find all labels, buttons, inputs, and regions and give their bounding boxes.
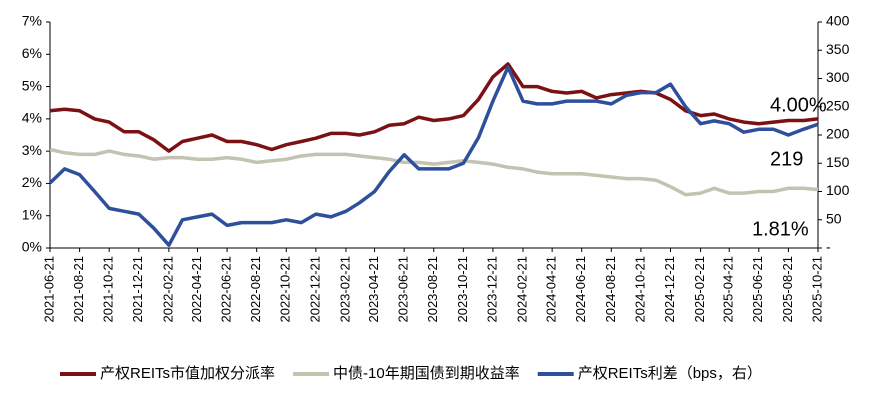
y-tick-label: 6% <box>22 45 42 61</box>
x-tick-label: 2023-12-21 <box>484 256 499 323</box>
annotation: 1.81% <box>752 218 809 240</box>
x-tick-label: 2025-02-21 <box>692 256 707 323</box>
legend-entry: 产权REITs市值加权分派率 <box>60 365 275 382</box>
x-tick-label: 2024-04-21 <box>544 256 559 323</box>
x-tick-label: 2021-08-21 <box>71 256 86 323</box>
y2-tick-label: 100 <box>826 182 850 198</box>
x-tick-label: 2025-08-21 <box>780 256 795 323</box>
x-tick-label: 2022-02-21 <box>160 256 175 323</box>
x-tick-label: 2023-04-21 <box>366 256 381 323</box>
x-tick-label: 2025-04-21 <box>721 256 736 323</box>
y2-tick-label: 300 <box>826 69 850 85</box>
x-tick-label: 2024-08-21 <box>603 256 618 323</box>
x-tick-label: 2023-06-21 <box>396 256 411 323</box>
x-tick-label: 2022-10-21 <box>278 256 293 323</box>
series-line <box>49 147 819 197</box>
x-tick-label: 2024-12-21 <box>662 256 677 323</box>
y-tick-label: 3% <box>22 142 42 158</box>
y2-tick-label: 350 <box>826 41 850 57</box>
x-tick-label: 2022-06-21 <box>219 256 234 323</box>
y-tick-label: 7% <box>22 13 42 29</box>
y-tick-label: 0% <box>22 239 42 255</box>
x-tick-label: 2024-06-21 <box>573 256 588 323</box>
legend-label: 产权REITs市值加权分派率 <box>100 365 275 382</box>
legend-label: 产权REITs利差（bps，右） <box>578 365 762 382</box>
annotation: 4.00% <box>770 94 827 116</box>
y-tick-label: 2% <box>22 174 42 190</box>
legend-entry: 产权REITs利差（bps，右） <box>537 365 762 382</box>
legend-label: 中债-10年期国债到期收益率 <box>333 365 520 382</box>
y2-tick-label: - <box>826 239 831 255</box>
x-tick-label: 2023-10-21 <box>455 256 470 323</box>
x-tick-label: 2024-10-21 <box>632 256 647 323</box>
x-tick-label: 2021-06-21 <box>41 256 56 323</box>
x-tick-label: 2025-10-21 <box>809 256 824 323</box>
y-tick-label: 1% <box>22 206 42 222</box>
x-tick-label: 2023-08-21 <box>425 256 440 323</box>
y2-tick-label: 200 <box>826 126 850 142</box>
legend-entry: 中债-10年期国债到期收益率 <box>293 365 520 382</box>
annotation: 219 <box>770 148 803 170</box>
x-tick-label: 2022-12-21 <box>307 256 322 323</box>
y2-tick-label: 400 <box>826 13 850 29</box>
x-tick-label: 2021-10-21 <box>101 256 116 323</box>
y2-tick-label: 150 <box>826 154 850 170</box>
x-tick-label: 2023-02-21 <box>337 256 352 323</box>
y2-tick-label: 50 <box>826 210 842 226</box>
x-tick-label: 2021-12-21 <box>130 256 145 323</box>
y-tick-label: 5% <box>22 77 42 93</box>
x-tick-label: 2022-04-21 <box>189 256 204 323</box>
x-tick-label: 2024-02-21 <box>514 256 529 323</box>
y2-tick-label: 250 <box>826 97 850 113</box>
x-tick-label: 2022-08-21 <box>248 256 263 323</box>
series-line <box>48 65 819 247</box>
y-tick-label: 4% <box>22 110 42 126</box>
series-line <box>49 62 819 153</box>
x-tick-label: 2025-06-21 <box>750 256 765 323</box>
